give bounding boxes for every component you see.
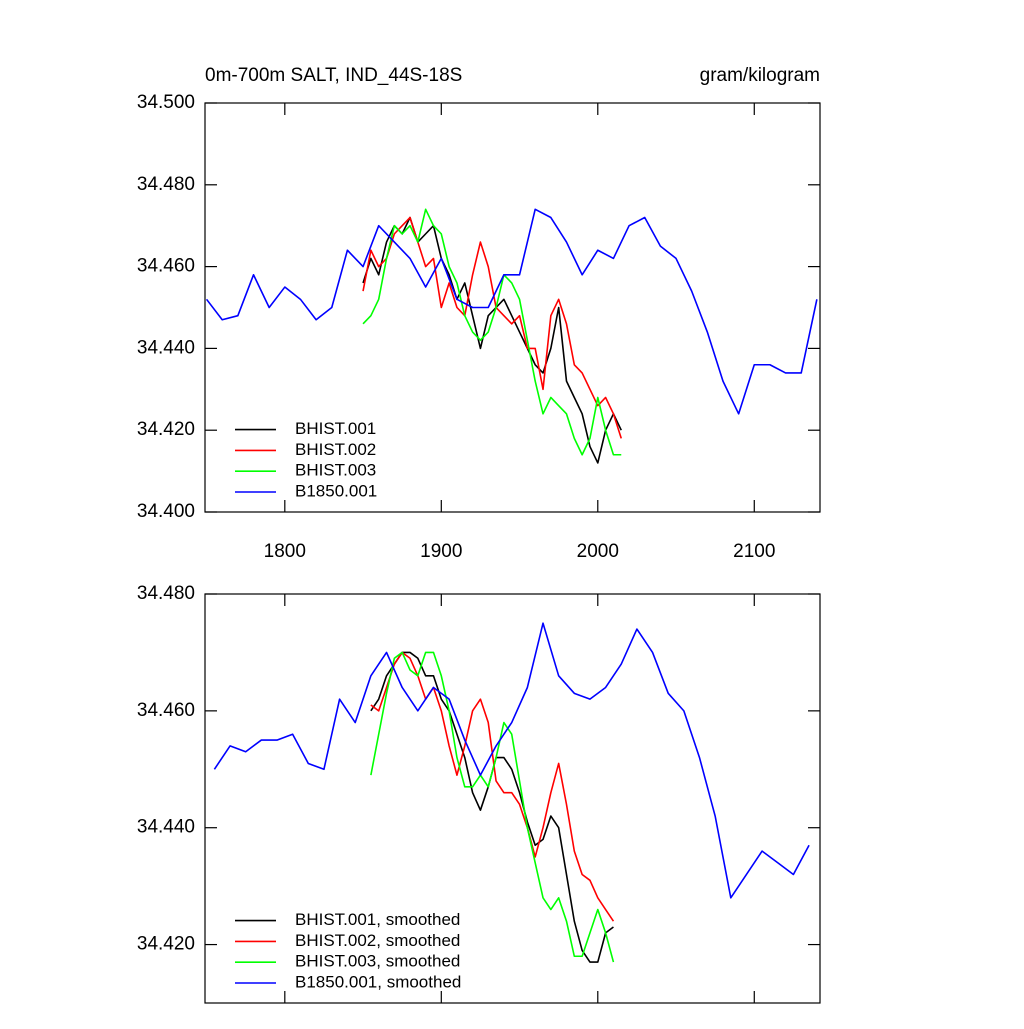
legend-label: BHIST.002, smoothed [295,931,460,950]
series-line [362,216,623,439]
series-line [205,208,818,415]
y-tick-label: 34.480 [137,583,195,604]
x-tick-label: 2000 [577,541,619,562]
y-tick-label: 34.440 [137,337,195,358]
plot-frame [204,593,821,1004]
y-tick-label: 34.440 [137,817,195,838]
y-tick-label: 34.420 [137,419,195,440]
legend-label: B1850.001, smoothed [295,972,461,991]
x-tick-label: 1800 [264,541,306,562]
x-tick-label: 1900 [420,541,462,562]
series-line [362,216,622,464]
y-tick-label: 34.460 [137,256,195,277]
chart-title: 0m-700m SALT, IND_44S-18S [205,65,462,86]
y-tick-label: 34.500 [137,92,195,113]
y-tick-label: 34.420 [137,934,195,955]
series-line [213,622,810,899]
legend-label: BHIST.003 [295,461,376,480]
units-label: gram/kilogram [700,65,820,86]
legend-label: B1850.001 [295,481,377,500]
y-tick-label: 34.480 [137,174,195,195]
series-line [362,208,622,456]
series-line [370,651,615,963]
legend-label: BHIST.001, smoothed [295,910,460,929]
legend-label: BHIST.001 [295,419,376,438]
plot-frame [204,102,821,513]
x-tick-label: 2100 [733,541,775,562]
y-tick-label: 34.460 [137,700,195,721]
y-tick-label: 34.400 [137,501,195,522]
legend-label: BHIST.003, smoothed [295,952,460,971]
legend-label: BHIST.002 [295,440,376,459]
